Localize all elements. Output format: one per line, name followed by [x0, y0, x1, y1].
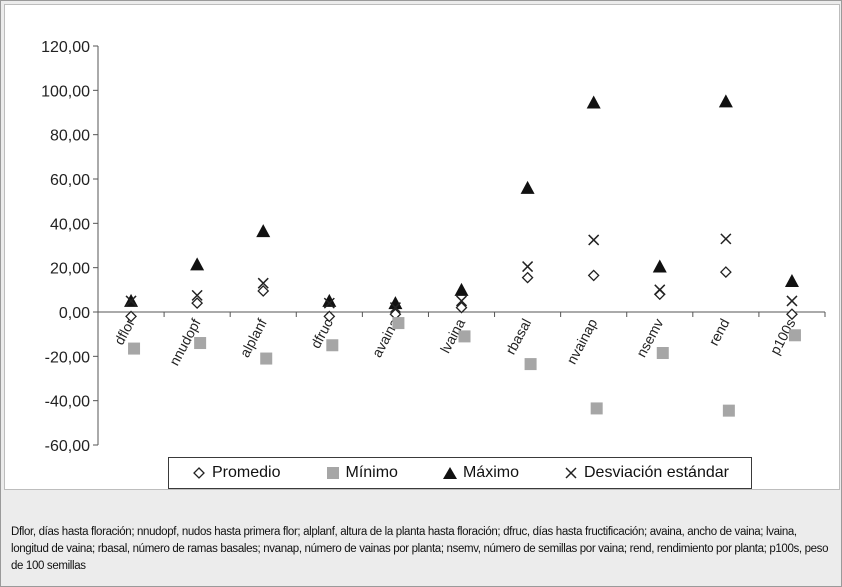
- legend-label: Promedio: [212, 464, 280, 482]
- point-promedio: [721, 267, 731, 277]
- point-máximo: [587, 96, 601, 109]
- point-desviación-estándar: [523, 262, 533, 272]
- legend-label: Mínimo: [346, 464, 398, 482]
- point-mínimo: [723, 405, 735, 417]
- point-desviación-estándar: [721, 234, 731, 244]
- y-tick-label: -20,00: [45, 349, 90, 366]
- point-desviación-estándar: [787, 296, 797, 306]
- y-tick-label: -60,00: [45, 438, 90, 453]
- point-mínimo: [525, 358, 537, 370]
- legend-marker-diamond-open: [191, 465, 207, 481]
- point-máximo: [256, 224, 270, 237]
- point-mínimo: [789, 329, 801, 341]
- legend-marker-square: [325, 465, 341, 481]
- point-promedio: [787, 309, 797, 319]
- legend-label: Máximo: [463, 464, 519, 482]
- legend-item: Desviación estándar: [563, 464, 729, 482]
- scatter-chart: 120,00 100,00 80,00 60,00 40,00 20,00 0,00 -20,…: [5, 5, 839, 453]
- legend: Promedio Mínimo Máximo Desviación estándar: [168, 457, 752, 489]
- y-tick-label: 120,00: [41, 39, 90, 56]
- point-promedio: [523, 273, 533, 283]
- legend-label: Desviación estándar: [584, 464, 729, 482]
- figure-caption: Dflor, días hasta floración; nnudopf, nu…: [11, 524, 833, 575]
- y-tick-label: 80,00: [50, 128, 90, 145]
- y-tick-label: 100,00: [41, 83, 90, 100]
- point-máximo: [653, 260, 667, 273]
- x-category-label: nvainap: [563, 316, 600, 367]
- y-tick-label: 60,00: [50, 172, 90, 189]
- point-mínimo: [260, 353, 272, 365]
- legend-item: Promedio: [191, 464, 280, 482]
- point-mínimo: [128, 343, 140, 355]
- point-máximo: [785, 274, 799, 287]
- point-promedio: [589, 270, 599, 280]
- legend-item: Máximo: [442, 464, 519, 482]
- y-tick-label: 40,00: [50, 216, 90, 233]
- point-máximo: [455, 283, 469, 296]
- point-máximo: [521, 181, 535, 194]
- legend-item: Mínimo: [325, 464, 398, 482]
- point-máximo: [719, 94, 733, 107]
- y-tick-label: 0,00: [59, 305, 90, 322]
- point-máximo: [190, 257, 204, 270]
- point-mínimo: [657, 347, 669, 359]
- x-category-label: rend: [705, 316, 732, 348]
- point-mínimo: [459, 330, 471, 342]
- x-category-label: rbasal: [502, 316, 534, 357]
- legend-marker-triangle: [442, 465, 458, 481]
- y-tick-label: 20,00: [50, 261, 90, 278]
- point-mínimo: [326, 339, 338, 351]
- plot-panel: 120,00 100,00 80,00 60,00 40,00 20,00 0,00 -20,…: [4, 4, 840, 490]
- point-mínimo: [591, 402, 603, 414]
- y-tick-label: -40,00: [45, 394, 90, 411]
- point-máximo: [322, 294, 336, 307]
- point-desviación-estándar: [589, 235, 599, 245]
- legend-marker-x: [563, 465, 579, 481]
- point-mínimo: [392, 317, 404, 329]
- point-mínimo: [194, 337, 206, 349]
